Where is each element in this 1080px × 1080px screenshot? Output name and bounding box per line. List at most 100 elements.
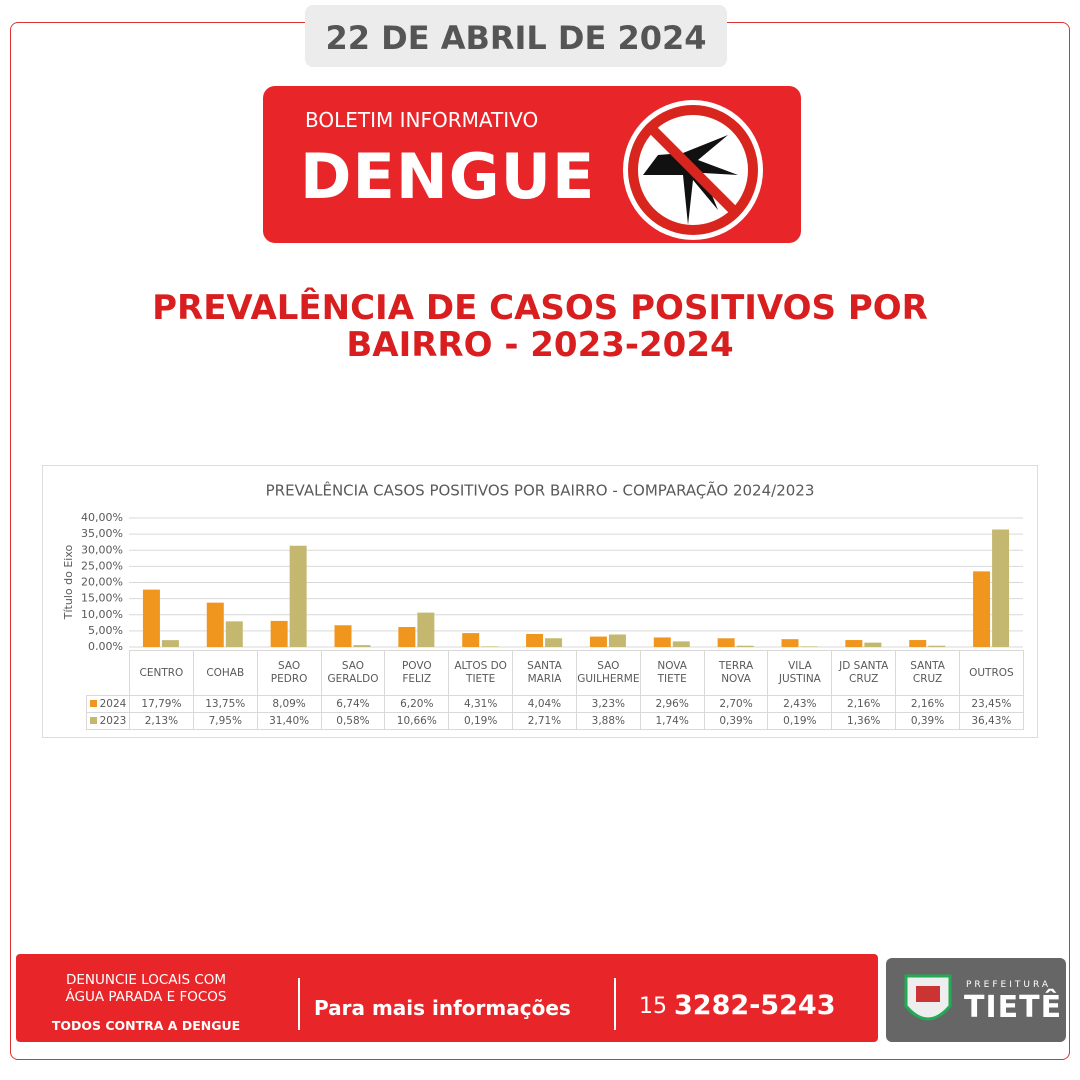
category-label: ALTOS DO TIETE bbox=[448, 650, 514, 696]
table-corner bbox=[86, 650, 130, 696]
legend-swatch bbox=[89, 717, 97, 724]
info: Para mais informações bbox=[314, 996, 571, 1020]
category-label: SAO GERALDO bbox=[320, 650, 386, 696]
value-label: 8,09% bbox=[256, 695, 322, 713]
bar bbox=[289, 545, 307, 647]
bar bbox=[462, 633, 480, 647]
bar bbox=[736, 645, 754, 647]
chart-title: PREVALÊNCIA CASOS POSITIVOS POR BAIRRO -… bbox=[266, 481, 815, 500]
y-tick-label: 0,00% bbox=[88, 640, 123, 650]
category-label: NOVA TIETE bbox=[639, 650, 705, 696]
value-label: 0,58% bbox=[320, 712, 386, 730]
value-label: 17,79% bbox=[129, 695, 194, 713]
bar bbox=[928, 645, 946, 647]
bar bbox=[526, 633, 544, 647]
value-label: 2,16% bbox=[895, 695, 960, 713]
value-label: 36,43% bbox=[958, 712, 1024, 730]
y-axis-label: Título do Eixo bbox=[62, 545, 75, 621]
value-label: 2,13% bbox=[129, 712, 194, 730]
y-tick-label: 20,00% bbox=[81, 576, 123, 589]
y-tick-label: 40,00% bbox=[81, 511, 123, 524]
logo: PREFEITURA TIETÊ bbox=[886, 958, 1066, 1042]
bar bbox=[992, 529, 1010, 647]
data-table: CENTRO COHAB SAO PEDRO SAO GERALDO POVO FELI… bbox=[86, 650, 1024, 730]
chart-box: PREVALÊNCIA CASOS POSITIVOS POR BAIRRO -… bbox=[42, 465, 1038, 738]
legend-entry: 2024 bbox=[86, 695, 130, 713]
bar bbox=[845, 640, 863, 647]
value-label: 0,39% bbox=[703, 712, 769, 730]
bar bbox=[334, 625, 352, 647]
category-label: SANTA CRUZ bbox=[895, 650, 960, 696]
crest bbox=[904, 974, 952, 1021]
value-label: 4,31% bbox=[448, 695, 514, 713]
bar bbox=[270, 620, 288, 647]
value-label: 31,40% bbox=[256, 712, 322, 730]
bar bbox=[142, 589, 160, 647]
value-label: 1,74% bbox=[639, 712, 705, 730]
bar bbox=[864, 642, 882, 647]
phone: 3282-5243 bbox=[674, 990, 836, 1021]
category-label: CENTRO bbox=[129, 650, 194, 696]
bar bbox=[672, 641, 690, 647]
category-label: JD SANTA CRUZ bbox=[831, 650, 897, 696]
kicker: BOLETIM INFORMATIVO bbox=[305, 108, 539, 132]
legend-entry: 2023 bbox=[86, 712, 130, 730]
footer-slogan: TODOS CONTRA A DENGUE bbox=[51, 1018, 241, 1033]
banner-title: DENGUE bbox=[300, 140, 596, 213]
value-label: 1,36% bbox=[831, 712, 897, 730]
bar bbox=[608, 634, 626, 647]
value-label: 2,43% bbox=[767, 695, 833, 713]
value-label: 10,66% bbox=[384, 712, 450, 730]
category-label: OUTROS bbox=[958, 650, 1024, 696]
value-label: 2,70% bbox=[703, 695, 769, 713]
bar bbox=[225, 621, 243, 647]
bar bbox=[417, 612, 435, 647]
chart: PREVALÊNCIA CASOS POSITIVOS POR BAIRRO -… bbox=[62, 481, 1023, 653]
value-label: 0,19% bbox=[767, 712, 833, 730]
value-label: 13,75% bbox=[192, 695, 258, 713]
bar bbox=[781, 639, 799, 647]
divider bbox=[614, 978, 616, 1030]
value-label: 3,88% bbox=[575, 712, 641, 730]
headline: PREVALÊNCIA DE CASOS POSITIVOS POR BAIRR… bbox=[152, 288, 928, 365]
bar bbox=[206, 602, 224, 647]
date: 22 DE ABRIL DE 2024 bbox=[305, 5, 727, 67]
value-label: 4,04% bbox=[512, 695, 577, 713]
category-label: SANTA MARIA bbox=[512, 650, 577, 696]
y-tick-label: 35,00% bbox=[81, 527, 123, 540]
value-label: 6,20% bbox=[384, 695, 450, 713]
bar bbox=[800, 646, 818, 647]
bar bbox=[161, 640, 179, 647]
category-label: COHAB bbox=[192, 650, 258, 696]
bar bbox=[653, 637, 671, 647]
bar bbox=[909, 640, 927, 647]
bar bbox=[973, 571, 991, 647]
bar bbox=[398, 627, 416, 647]
value-label: 6,74% bbox=[320, 695, 386, 713]
divider bbox=[298, 978, 300, 1030]
y-tick-label: 25,00% bbox=[81, 559, 123, 572]
logo-name: TIETÊ bbox=[964, 990, 1063, 1025]
footer: DENUNCIE LOCAIS COM ÁGUA PARADA E FOCOS … bbox=[16, 954, 878, 1042]
area-code: 15 bbox=[639, 994, 667, 1019]
y-tick-label: 15,00% bbox=[81, 592, 123, 605]
y-tick-label: 10,00% bbox=[81, 608, 123, 621]
value-label: 23,45% bbox=[958, 695, 1024, 713]
y-tick-label: 5,00% bbox=[88, 624, 123, 637]
value-label: 0,39% bbox=[895, 712, 960, 730]
y-tick-label: 30,00% bbox=[81, 543, 123, 556]
legend-label: 2024 bbox=[99, 698, 127, 710]
value-label: 2,71% bbox=[512, 712, 577, 730]
bar bbox=[545, 638, 563, 647]
bar bbox=[481, 646, 499, 647]
category-label: VILA JUSTINA bbox=[767, 650, 833, 696]
category-label: SAO PEDRO bbox=[256, 650, 322, 696]
category-label: SAO GUILHERME bbox=[575, 650, 641, 696]
bar bbox=[353, 645, 371, 647]
bar bbox=[589, 636, 607, 647]
value-label: 3,23% bbox=[575, 695, 641, 713]
bar bbox=[717, 638, 735, 647]
category-label: POVO FELIZ bbox=[384, 650, 450, 696]
no-mosquito-icon bbox=[623, 100, 763, 240]
